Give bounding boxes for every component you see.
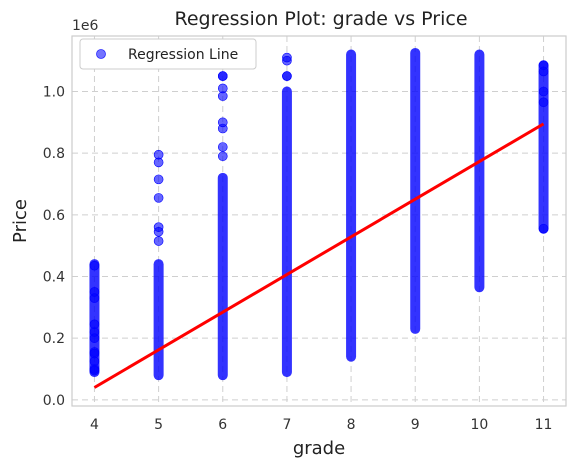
regression-line-layer — [93, 122, 545, 389]
data-point — [282, 71, 292, 81]
data-point — [217, 71, 228, 81]
data-point — [282, 55, 292, 66]
x-tick-label: 8 — [347, 417, 356, 433]
data-point — [217, 91, 228, 101]
x-tick-label: 5 — [154, 417, 163, 433]
legend-box — [79, 38, 257, 70]
x-axis-label: grade — [293, 438, 345, 459]
y-tick-label: 0.8 — [43, 146, 65, 162]
data-point — [217, 123, 228, 134]
chart-title: Regression Plot: grade vs Price — [174, 8, 467, 30]
data-point — [538, 86, 549, 97]
point-cluster — [410, 47, 421, 334]
data-point — [89, 365, 100, 376]
scatter-points — [89, 47, 549, 381]
y-tick-labels: 0.0 0.2 0.4 0.6 0.8 1.0 — [43, 85, 65, 409]
y-axis-label: Price — [10, 199, 31, 243]
point-cluster — [281, 86, 292, 378]
data-point — [153, 157, 164, 168]
legend-label: Regression Line — [128, 47, 238, 63]
y-tick-label: 0.0 — [43, 393, 65, 409]
point-cluster — [538, 60, 549, 234]
data-point — [153, 226, 164, 237]
y-tick-label: 0.4 — [43, 270, 65, 286]
data-point — [89, 333, 100, 343]
data-point — [538, 223, 549, 234]
y-offset-label: 1e6 — [72, 18, 99, 34]
x-tick-label: 6 — [218, 417, 227, 433]
point-cluster — [217, 172, 228, 381]
data-point — [153, 174, 164, 185]
y-tick-label: 0.2 — [43, 331, 65, 347]
x-tick-label: 9 — [411, 417, 420, 433]
x-tick-label: 7 — [282, 417, 291, 433]
grid — [72, 36, 566, 406]
data-point — [538, 97, 549, 108]
x-tick-label: 4 — [90, 417, 99, 433]
x-tick-labels: 4 5 6 7 8 9 10 11 — [90, 417, 552, 433]
x-tick-label: 10 — [470, 417, 488, 433]
regression-line — [93, 122, 545, 389]
y-tick-label: 1.0 — [43, 85, 65, 101]
data-point — [89, 293, 100, 303]
data-point — [217, 142, 228, 152]
plot-frame — [71, 35, 567, 407]
point-cluster — [153, 259, 164, 381]
point-cluster — [346, 49, 357, 362]
y-tick-label: 0.6 — [43, 208, 65, 224]
legend-marker — [96, 49, 106, 59]
data-point — [538, 66, 549, 77]
legend: Regression Line — [79, 38, 257, 70]
data-point — [153, 236, 164, 246]
data-point — [89, 260, 100, 271]
data-point — [153, 193, 164, 203]
point-cluster — [474, 49, 485, 293]
x-tick-label: 11 — [535, 417, 553, 433]
data-point — [217, 151, 228, 162]
